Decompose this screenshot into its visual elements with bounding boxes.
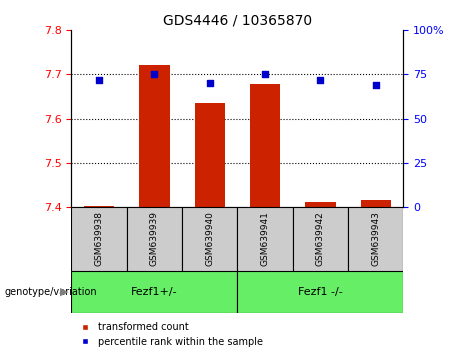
Text: genotype/variation: genotype/variation — [5, 287, 97, 297]
Text: GSM639941: GSM639941 — [260, 211, 270, 267]
Point — [151, 72, 158, 77]
Bar — [195, 103, 225, 207]
Legend: transformed count, percentile rank within the sample: transformed count, percentile rank withi… — [77, 318, 266, 351]
Bar — [139, 65, 170, 207]
Bar — [250, 84, 280, 207]
Bar — [182, 207, 237, 271]
Text: GSM639938: GSM639938 — [95, 211, 104, 267]
Bar — [237, 271, 403, 313]
Bar — [305, 202, 336, 207]
Point — [317, 77, 324, 82]
Title: GDS4446 / 10365870: GDS4446 / 10365870 — [163, 13, 312, 28]
Text: GSM639942: GSM639942 — [316, 212, 325, 266]
Text: ▶: ▶ — [60, 287, 68, 297]
Point — [261, 72, 269, 77]
Text: Fezf1 -/-: Fezf1 -/- — [298, 287, 343, 297]
Bar — [71, 207, 127, 271]
Point — [95, 77, 103, 82]
Bar — [361, 200, 391, 207]
Point — [206, 80, 213, 86]
Point — [372, 82, 379, 88]
Bar — [71, 271, 237, 313]
Bar — [348, 207, 403, 271]
Text: GSM639943: GSM639943 — [371, 211, 380, 267]
Bar — [84, 206, 114, 207]
Text: GSM639939: GSM639939 — [150, 211, 159, 267]
Bar — [127, 207, 182, 271]
Text: GSM639940: GSM639940 — [205, 211, 214, 267]
Bar — [293, 207, 348, 271]
Bar — [237, 207, 293, 271]
Text: Fezf1+/-: Fezf1+/- — [131, 287, 178, 297]
